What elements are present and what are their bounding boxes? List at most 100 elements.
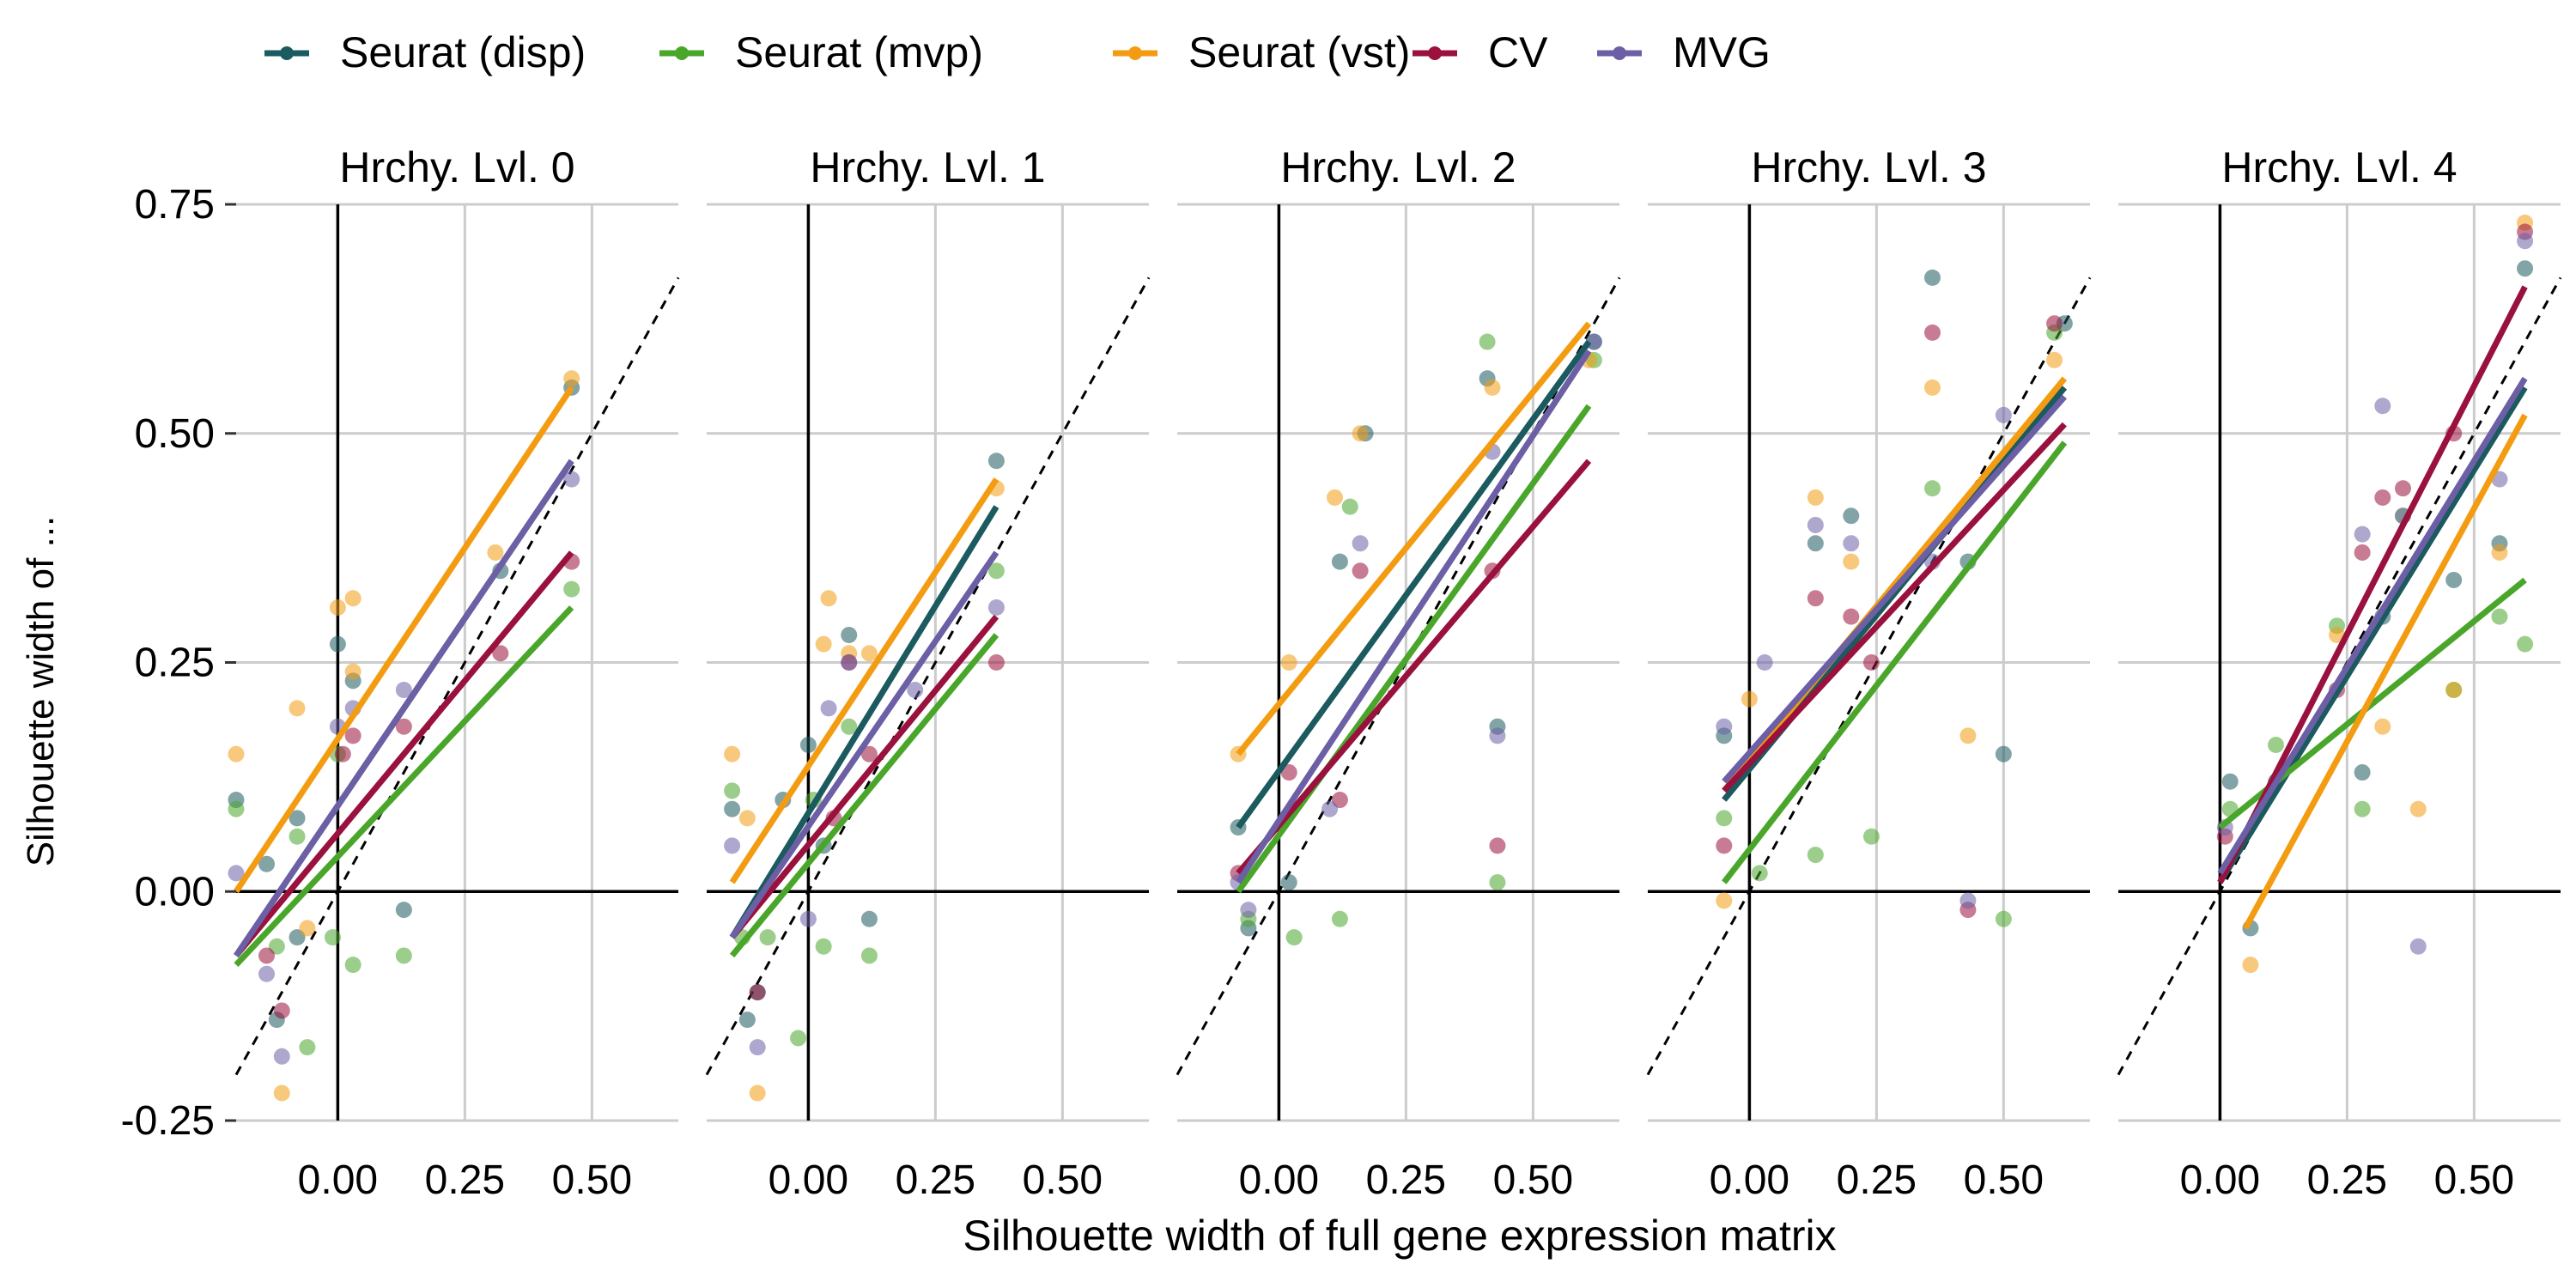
legend-label: CV	[1488, 28, 1548, 76]
data-point-seurat-disp	[1331, 553, 1348, 570]
legend: Seurat (disp) Seurat (mvp) Seurat (vst) CV M…	[264, 28, 1771, 76]
fit-line-seurat-vst	[2242, 413, 2528, 930]
data-point-seurat-vst	[1923, 379, 1941, 396]
data-point-mvg	[1489, 727, 1506, 744]
data-point-seurat-vst	[2445, 682, 2463, 699]
facet-panel-3: Hrchy. Lvl. 3 0.00 0.25 0.50	[1646, 143, 2092, 1203]
data-point-mvg	[820, 700, 837, 717]
x-tick-label: 0.25	[425, 1157, 505, 1203]
data-point-seurat-mvp	[1341, 498, 1358, 515]
y-tick-label: 0.00	[135, 869, 215, 914]
x-tick-label: 0.00	[769, 1157, 848, 1203]
data-point-seurat-disp	[738, 1012, 756, 1029]
data-point-seurat-vst	[2242, 957, 2259, 974]
data-point-mvg	[1959, 892, 1977, 909]
data-point-seurat-vst	[1843, 553, 1860, 570]
data-point-seurat-disp	[841, 626, 858, 643]
fit-line-cv	[2217, 285, 2528, 884]
data-point-seurat-disp	[395, 902, 412, 919]
data-point-mvg	[2409, 938, 2427, 955]
data-point-seurat-vst	[724, 745, 741, 762]
data-point-mvg	[1756, 654, 1773, 671]
data-point-seurat-mvp	[324, 929, 341, 946]
y-axis: -0.25 0.00 0.25 0.50 0.75	[121, 182, 236, 1144]
x-tick-label: 0.00	[1710, 1157, 1789, 1203]
x-tick-label: 0.50	[1964, 1157, 2044, 1203]
data-point-seurat-mvp	[1285, 929, 1303, 946]
data-point-seurat-mvp	[395, 947, 412, 964]
data-point-mvg	[987, 598, 1005, 616]
data-point-cv	[492, 645, 509, 662]
data-point-seurat-mvp	[841, 718, 858, 735]
x-tick-label: 0.25	[1837, 1157, 1917, 1203]
data-point-seurat-disp	[289, 810, 306, 827]
data-point-seurat-mvp	[860, 947, 878, 964]
fit-line-mvg	[2217, 376, 2528, 875]
x-tick-label: 0.50	[1023, 1157, 1103, 1203]
data-point-seurat-mvp	[2517, 635, 2534, 653]
x-tick-label: 0.50	[552, 1157, 632, 1203]
data-point-cv	[987, 654, 1005, 671]
data-point-cv	[1716, 837, 1733, 854]
fit-line-seurat-mvp	[234, 605, 574, 968]
data-point-cv	[2374, 489, 2391, 506]
fit-line-cv	[729, 614, 999, 939]
facet-panel-1: Hrchy. Lvl. 1 0.00 0.25 0.50	[705, 143, 1151, 1203]
fit-line-seurat-mvp	[1722, 440, 2068, 884]
panels: Hrchy. Lvl. 0 0.00 0.25 0.50 Hrchy. Lvl. 1 0.…	[121, 143, 2562, 1203]
y-tick-label: 0.75	[135, 182, 215, 228]
data-point-seurat-vst	[1716, 892, 1733, 909]
legend-item-seurat-mvp[interactable]: Seurat (mvp)	[659, 28, 983, 76]
data-point-cv	[2394, 480, 2411, 497]
data-point-mvg	[1843, 535, 1860, 552]
fit-line-seurat-vst	[1236, 321, 1592, 756]
identity-reference-line	[1646, 276, 2092, 1076]
legend-item-seurat-disp[interactable]: Seurat (disp)	[264, 28, 586, 76]
legend-item-seurat-vst[interactable]: Seurat (vst)	[1113, 28, 1410, 76]
fit-line-seurat-disp	[1236, 340, 1592, 829]
data-point-seurat-vst	[738, 810, 756, 827]
x-tick-label: 0.00	[2180, 1157, 2260, 1203]
fit-line-mvg	[1722, 394, 2068, 784]
data-point-seurat-vst	[299, 920, 316, 937]
data-point-mvg	[841, 654, 858, 671]
data-point-seurat-disp	[1923, 269, 1941, 286]
data-point-seurat-vst	[344, 590, 361, 607]
data-point-mvg	[1321, 800, 1339, 817]
x-tick-label: 0.50	[2434, 1157, 2514, 1203]
y-tick-label: 0.25	[135, 641, 215, 686]
y-tick-label: 0.50	[135, 411, 215, 457]
data-point-cv	[273, 1002, 290, 1019]
data-point-cv	[1352, 562, 1369, 580]
panel-title: Hrchy. Lvl. 4	[2221, 143, 2457, 191]
data-point-seurat-vst	[2491, 544, 2508, 561]
data-point-seurat-disp	[799, 737, 817, 754]
data-point-seurat-mvp	[724, 782, 741, 799]
data-point-seurat-mvp	[1995, 910, 2012, 927]
facet-panel-0: Hrchy. Lvl. 0 0.00 0.25 0.50	[228, 143, 680, 1203]
fit-line-seurat-vst	[729, 477, 999, 884]
data-point-seurat-vst	[749, 1084, 766, 1102]
data-point-seurat-disp	[1280, 874, 1297, 891]
data-point-seurat-disp	[258, 855, 276, 872]
data-point-seurat-disp	[2445, 571, 2463, 588]
data-point-seurat-mvp	[344, 957, 361, 974]
data-point-seurat-mvp	[1807, 847, 1824, 864]
data-point-seurat-mvp	[1923, 480, 1941, 497]
data-point-mvg	[2517, 233, 2534, 250]
fit-line-cv	[1722, 422, 2067, 793]
legend-item-mvg[interactable]: MVG	[1597, 28, 1771, 76]
data-point-seurat-mvp	[2268, 737, 2285, 754]
data-point-seurat-vst	[1741, 690, 1758, 708]
facet-panel-2: Hrchy. Lvl. 2 0.00 0.25 0.50	[1176, 143, 1621, 1203]
identity-reference-line	[234, 276, 680, 1076]
fit-line-seurat-vst	[1722, 376, 2068, 793]
legend-key-dot	[1428, 46, 1442, 60]
data-point-seurat-vst	[1327, 489, 1344, 506]
legend-key-dot	[1613, 46, 1626, 60]
data-point-cv	[344, 727, 361, 744]
legend-item-cv[interactable]: CV	[1413, 28, 1548, 76]
legend-key-dot	[1128, 46, 1142, 60]
identity-reference-line	[705, 276, 1151, 1076]
data-point-cv	[2354, 544, 2371, 561]
